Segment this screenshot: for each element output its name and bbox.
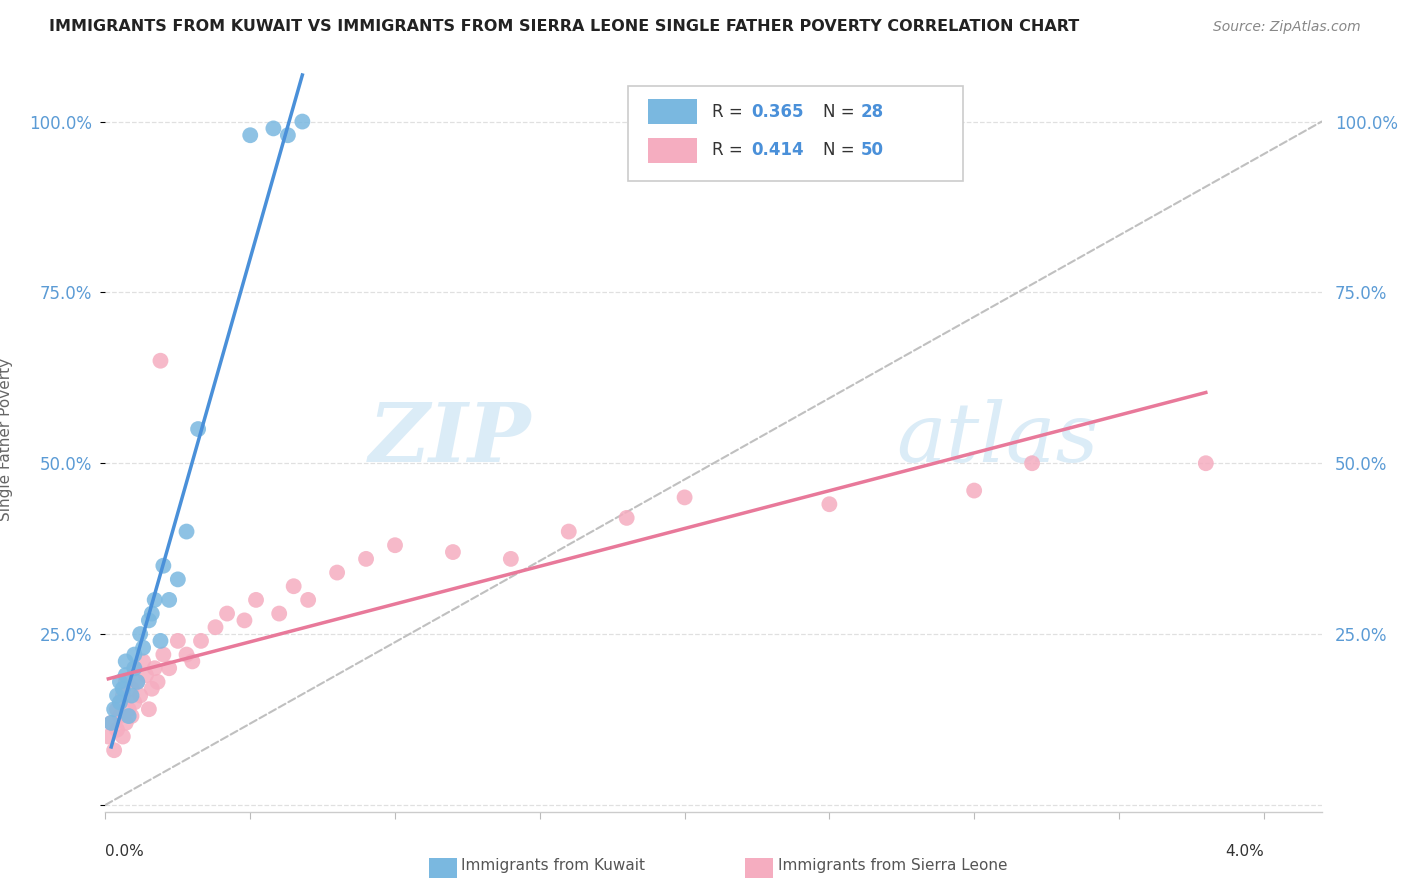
- Point: [124, 648, 146, 662]
- Point: [297, 593, 319, 607]
- Point: [354, 552, 377, 566]
- Text: R =: R =: [713, 141, 748, 160]
- Point: [152, 558, 174, 573]
- Point: [117, 702, 139, 716]
- Point: [217, 607, 239, 621]
- Point: [146, 674, 169, 689]
- Point: [204, 620, 226, 634]
- Text: 50: 50: [860, 141, 884, 160]
- Point: [108, 695, 131, 709]
- Point: [1021, 456, 1043, 470]
- Point: [105, 702, 128, 716]
- Text: N =: N =: [823, 141, 860, 160]
- Point: [103, 702, 125, 716]
- Point: [277, 128, 299, 143]
- Point: [499, 552, 522, 566]
- Text: Source: ZipAtlas.com: Source: ZipAtlas.com: [1213, 21, 1361, 34]
- Point: [100, 715, 122, 730]
- Point: [291, 114, 314, 128]
- Point: [176, 524, 198, 539]
- Point: [558, 524, 581, 539]
- Point: [103, 743, 125, 757]
- Point: [141, 681, 163, 696]
- Point: [135, 668, 157, 682]
- Point: [129, 627, 152, 641]
- Text: 0.365: 0.365: [751, 103, 804, 120]
- Text: ZIP: ZIP: [368, 400, 531, 479]
- Point: [114, 668, 136, 682]
- Point: [239, 128, 262, 143]
- Point: [108, 695, 131, 709]
- Text: Immigrants from Sierra Leone: Immigrants from Sierra Leone: [778, 858, 1007, 872]
- Point: [105, 723, 128, 737]
- Text: atlas: atlas: [896, 400, 1098, 479]
- Point: [108, 674, 131, 689]
- Point: [132, 640, 155, 655]
- Point: [111, 681, 134, 696]
- Point: [190, 633, 212, 648]
- Text: R =: R =: [713, 103, 748, 120]
- Point: [129, 689, 152, 703]
- Point: [141, 607, 163, 621]
- Point: [166, 573, 188, 587]
- Point: [138, 614, 160, 628]
- Point: [187, 422, 209, 436]
- Point: [132, 654, 155, 668]
- Point: [105, 689, 128, 703]
- Point: [124, 661, 146, 675]
- Point: [818, 497, 841, 511]
- Point: [121, 709, 143, 723]
- Point: [114, 654, 136, 668]
- Point: [138, 702, 160, 716]
- Point: [269, 607, 291, 621]
- Y-axis label: Single Father Poverty: Single Father Poverty: [0, 358, 13, 521]
- Text: 4.0%: 4.0%: [1225, 844, 1264, 859]
- Point: [143, 593, 166, 607]
- Point: [157, 593, 180, 607]
- Point: [152, 648, 174, 662]
- Point: [127, 674, 149, 689]
- Point: [100, 715, 122, 730]
- Point: [326, 566, 349, 580]
- Point: [616, 511, 638, 525]
- Point: [117, 709, 139, 723]
- Point: [111, 689, 134, 703]
- Text: IMMIGRANTS FROM KUWAIT VS IMMIGRANTS FROM SIERRA LEONE SINGLE FATHER POVERTY COR: IMMIGRANTS FROM KUWAIT VS IMMIGRANTS FRO…: [49, 20, 1080, 34]
- Point: [384, 538, 406, 552]
- Point: [166, 633, 188, 648]
- Point: [245, 593, 267, 607]
- Text: 0.414: 0.414: [751, 141, 804, 160]
- Point: [121, 681, 143, 696]
- Point: [963, 483, 986, 498]
- Point: [124, 661, 146, 675]
- Point: [111, 730, 134, 744]
- Point: [97, 730, 120, 744]
- FancyBboxPatch shape: [628, 86, 963, 181]
- Point: [181, 654, 204, 668]
- Point: [157, 661, 180, 675]
- FancyBboxPatch shape: [648, 137, 696, 163]
- Point: [1195, 456, 1218, 470]
- Point: [108, 709, 131, 723]
- Point: [114, 674, 136, 689]
- Text: N =: N =: [823, 103, 860, 120]
- Point: [124, 695, 146, 709]
- Point: [283, 579, 305, 593]
- Point: [262, 121, 284, 136]
- Point: [441, 545, 464, 559]
- Point: [149, 353, 172, 368]
- Point: [127, 674, 149, 689]
- Text: Immigrants from Kuwait: Immigrants from Kuwait: [461, 858, 645, 872]
- Point: [121, 689, 143, 703]
- Point: [673, 491, 696, 505]
- Point: [149, 633, 172, 648]
- Point: [143, 661, 166, 675]
- Point: [176, 648, 198, 662]
- Point: [114, 715, 136, 730]
- Text: 0.0%: 0.0%: [105, 844, 145, 859]
- Point: [233, 614, 256, 628]
- Text: 28: 28: [860, 103, 884, 120]
- FancyBboxPatch shape: [648, 99, 696, 124]
